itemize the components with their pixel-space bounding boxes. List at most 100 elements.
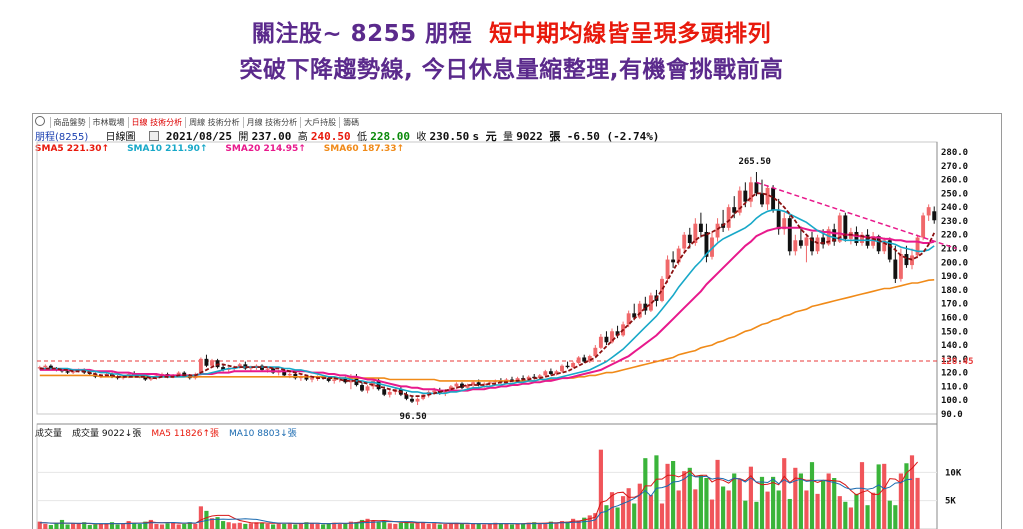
- volume-bar: [138, 524, 142, 529]
- volume-bar: [199, 506, 203, 529]
- y-tick-label: 210.0: [941, 245, 968, 255]
- volume-bar: [554, 523, 558, 529]
- candle-body: [788, 218, 792, 251]
- volume-bar: [610, 492, 614, 529]
- volume-bar: [538, 524, 542, 529]
- candle-body: [549, 371, 553, 374]
- volume-bar: [638, 484, 642, 529]
- volume-bar: [871, 493, 875, 529]
- candle-body: [916, 237, 920, 255]
- volume-bar: [388, 523, 392, 529]
- candle-body: [855, 232, 859, 243]
- volume-bar: [321, 524, 325, 529]
- candle-body: [793, 240, 797, 251]
- candle-body: [288, 374, 292, 375]
- volume-bar: [477, 524, 481, 529]
- y-tick-label: 280.0: [941, 148, 968, 158]
- candle-body: [599, 337, 603, 348]
- volume-bar: [643, 458, 647, 529]
- volume-bar: [510, 524, 514, 529]
- y-tick-label: 120.0: [941, 369, 968, 379]
- volume-bar: [338, 524, 342, 529]
- volume-bar: [443, 524, 447, 529]
- volume-bar: [299, 524, 303, 529]
- volume-bar: [504, 524, 508, 529]
- candle-body: [671, 260, 675, 263]
- volume-bar: [121, 524, 125, 529]
- candle-body: [799, 240, 803, 246]
- y-tick-label: 90.0: [941, 410, 963, 420]
- candle-body: [666, 260, 670, 279]
- volume-bar: [893, 505, 897, 529]
- volume-bar: [177, 524, 181, 529]
- volume-bar: [727, 490, 731, 529]
- volume-bar: [699, 475, 703, 529]
- candle-body: [566, 366, 570, 367]
- volume-bar: [65, 524, 69, 529]
- candle-body: [816, 237, 820, 251]
- candle-body: [210, 360, 214, 366]
- y-tick-label: 240.0: [941, 203, 968, 213]
- volume-bar: [343, 523, 347, 529]
- volume-bar: [115, 524, 119, 529]
- y-tick-label: 110.0: [941, 382, 968, 392]
- price-plot-frame: [37, 142, 937, 414]
- volume-bar: [604, 505, 608, 529]
- candle-body: [716, 224, 720, 238]
- candle-body: [893, 260, 897, 279]
- volume-bar: [677, 490, 681, 529]
- volume-bar: [232, 523, 236, 529]
- candle-body: [543, 371, 547, 375]
- y-tick-label: 200.0: [941, 258, 968, 268]
- candle-body: [432, 391, 436, 392]
- stock-chart: 280.0270.0260.0250.0240.0230.0220.0210.0…: [33, 114, 999, 529]
- volume-bar: [88, 525, 92, 529]
- volume-bar: [915, 478, 919, 529]
- volume-bar: [788, 499, 792, 529]
- candle-body: [921, 215, 925, 237]
- candle-body: [660, 279, 664, 301]
- y-tick-label: 220.0: [941, 231, 968, 241]
- volume-ma10-line: [40, 475, 912, 524]
- volume-bar: [799, 473, 803, 529]
- headline-line1: 關注股~ 8255 朋程 短中期均線皆呈現多頭排列: [0, 14, 1023, 48]
- sma20-line: [40, 228, 934, 391]
- candle-body: [66, 371, 70, 372]
- y-tick-label: 270.0: [941, 162, 968, 172]
- candle-body: [382, 389, 386, 395]
- candle-body: [43, 366, 47, 367]
- y-tick-label: 260.0: [941, 176, 968, 186]
- volume-bar: [165, 523, 169, 529]
- candle-body: [205, 359, 209, 366]
- volume-bar: [465, 524, 469, 529]
- candle-body: [682, 235, 686, 249]
- candle-body: [360, 385, 364, 391]
- volume-bar: [810, 462, 814, 529]
- y-tick-label: 100.0: [941, 396, 968, 406]
- volume-bar: [821, 481, 825, 529]
- volume-bar: [427, 524, 431, 529]
- y-tick-label: 250.0: [941, 189, 968, 199]
- sma5-line: [40, 193, 934, 396]
- candle-body: [560, 366, 564, 372]
- volume-bar: [621, 496, 625, 529]
- y-tick-label: 150.0: [941, 327, 968, 337]
- volume-bar: [571, 519, 575, 529]
- volume-bar: [710, 500, 714, 529]
- candle-body: [366, 386, 370, 390]
- volume-bar: [432, 523, 436, 529]
- volume-bar: [838, 496, 842, 529]
- volume-bar: [804, 490, 808, 529]
- candle-body: [571, 363, 575, 367]
- volume-bar: [171, 523, 175, 529]
- volume-bar: [271, 524, 275, 529]
- y-tick-label: 180.0: [941, 286, 968, 296]
- volume-bar: [482, 524, 486, 529]
- volume-bar: [71, 523, 75, 529]
- volume-tick-label: 5K: [945, 497, 956, 507]
- volume-bar: [438, 524, 442, 529]
- volume-bar: [721, 487, 725, 529]
- volume-bar: [877, 464, 881, 529]
- candle-body: [760, 193, 764, 204]
- volume-bar: [310, 523, 314, 529]
